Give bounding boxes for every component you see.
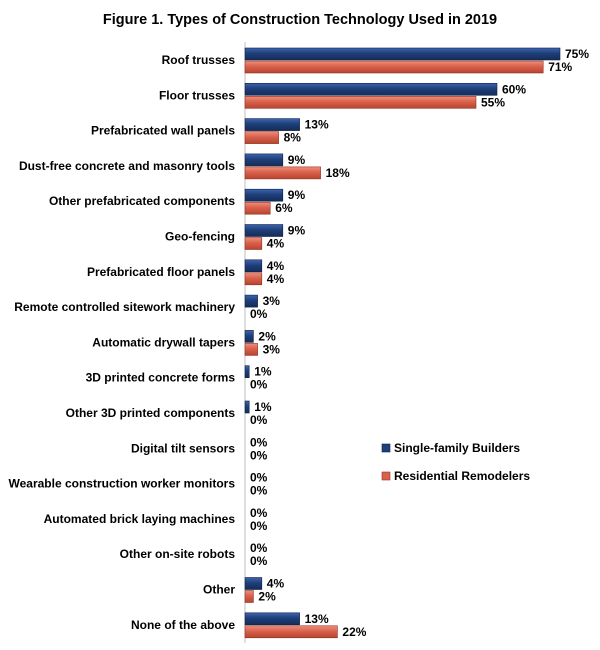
data-label: 0% [250,413,268,427]
data-label: 71% [548,60,572,74]
bar-remodelers [244,237,263,250]
data-label: 13% [305,118,329,132]
bar-builders [244,365,250,379]
category-label: Roof trusses [162,53,236,67]
data-label: 0% [250,448,268,462]
category-label: Prefabricated floor panels [87,265,235,279]
data-label: 8% [284,131,302,145]
category-label: Other [203,583,235,597]
legend-label: Residential Remodelers [394,469,530,483]
category-label: Other 3D printed components [66,406,236,420]
data-label: 60% [502,82,526,96]
data-label: 2% [258,590,276,604]
bar-builders [244,577,263,590]
data-label: 4% [267,237,285,251]
bar-builders [244,259,263,273]
bar-builders [244,330,254,343]
category-label: None of the above [131,618,235,632]
data-label: 22% [342,625,366,639]
bar-builders [244,153,284,167]
data-label: 0% [250,519,268,533]
bar-builders [244,294,258,308]
data-label: 2% [258,329,276,343]
bar-remodelers [244,60,544,74]
legend: Single-family Builders Residential Remode… [381,441,530,483]
category-label: Automated brick laying machines [44,512,236,526]
bar-remodelers [244,96,477,109]
bar-remodelers [244,272,263,286]
data-label: 4% [267,577,285,591]
chart-title: Figure 1. Types of Construction Technolo… [103,12,497,28]
bar-remodelers [244,131,279,144]
data-label: 0% [250,435,268,449]
bar-remodelers [244,590,254,603]
data-label: 6% [275,201,293,215]
data-label: 3% [263,342,281,356]
bars-group: Roof trusses 75%71% Floor trusses 60%55% Pre… [9,47,590,639]
bar-builders [244,83,498,96]
bar-builders [244,188,284,202]
data-label: 18% [326,166,350,180]
category-label: Floor trusses [159,88,235,102]
category-label: Wearable construction worker monitors [9,477,236,491]
data-label: 0% [250,307,268,321]
data-label: 4% [267,272,285,286]
category-label: Remote controlled sitework machinery [14,300,235,314]
data-label: 0% [250,506,268,520]
legend-label: Single-family Builders [394,441,520,455]
bar-builders [244,224,284,237]
category-label: Prefabricated wall panels [91,124,235,138]
data-label: 0% [250,378,268,392]
data-label: 4% [267,259,285,273]
data-label: 9% [288,224,306,238]
data-label: 75% [565,47,589,61]
legend-swatch [381,443,391,453]
bar-remodelers [244,343,258,356]
category-label: Geo-fencing [165,230,235,244]
category-label: 3D printed concrete forms [86,371,236,385]
category-label: Digital tilt sensors [131,441,235,455]
category-label: Dust-free concrete and masonry tools [19,159,235,173]
data-label: 1% [254,400,272,414]
data-label: 1% [254,365,272,379]
data-label: 55% [481,95,505,109]
bar-remodelers [244,625,338,639]
data-label: 0% [250,554,268,568]
data-label: 3% [263,294,281,308]
bar-builders [244,400,250,414]
bar-builders [244,612,300,626]
legend-swatch [381,471,391,481]
category-label: Automatic drywall tapers [92,335,235,349]
data-label: 9% [288,153,306,167]
bar-builders [244,118,300,131]
category-label: Other on-site robots [120,547,236,561]
data-label: 0% [250,541,268,555]
data-label: 0% [250,471,268,485]
data-label: 13% [305,612,329,626]
data-label: 0% [250,484,268,498]
category-label: Other prefabricated components [49,194,235,208]
data-label: 9% [288,188,306,202]
bar-remodelers [244,166,321,180]
bar-remodelers [244,201,271,215]
bar-builders [244,47,561,61]
